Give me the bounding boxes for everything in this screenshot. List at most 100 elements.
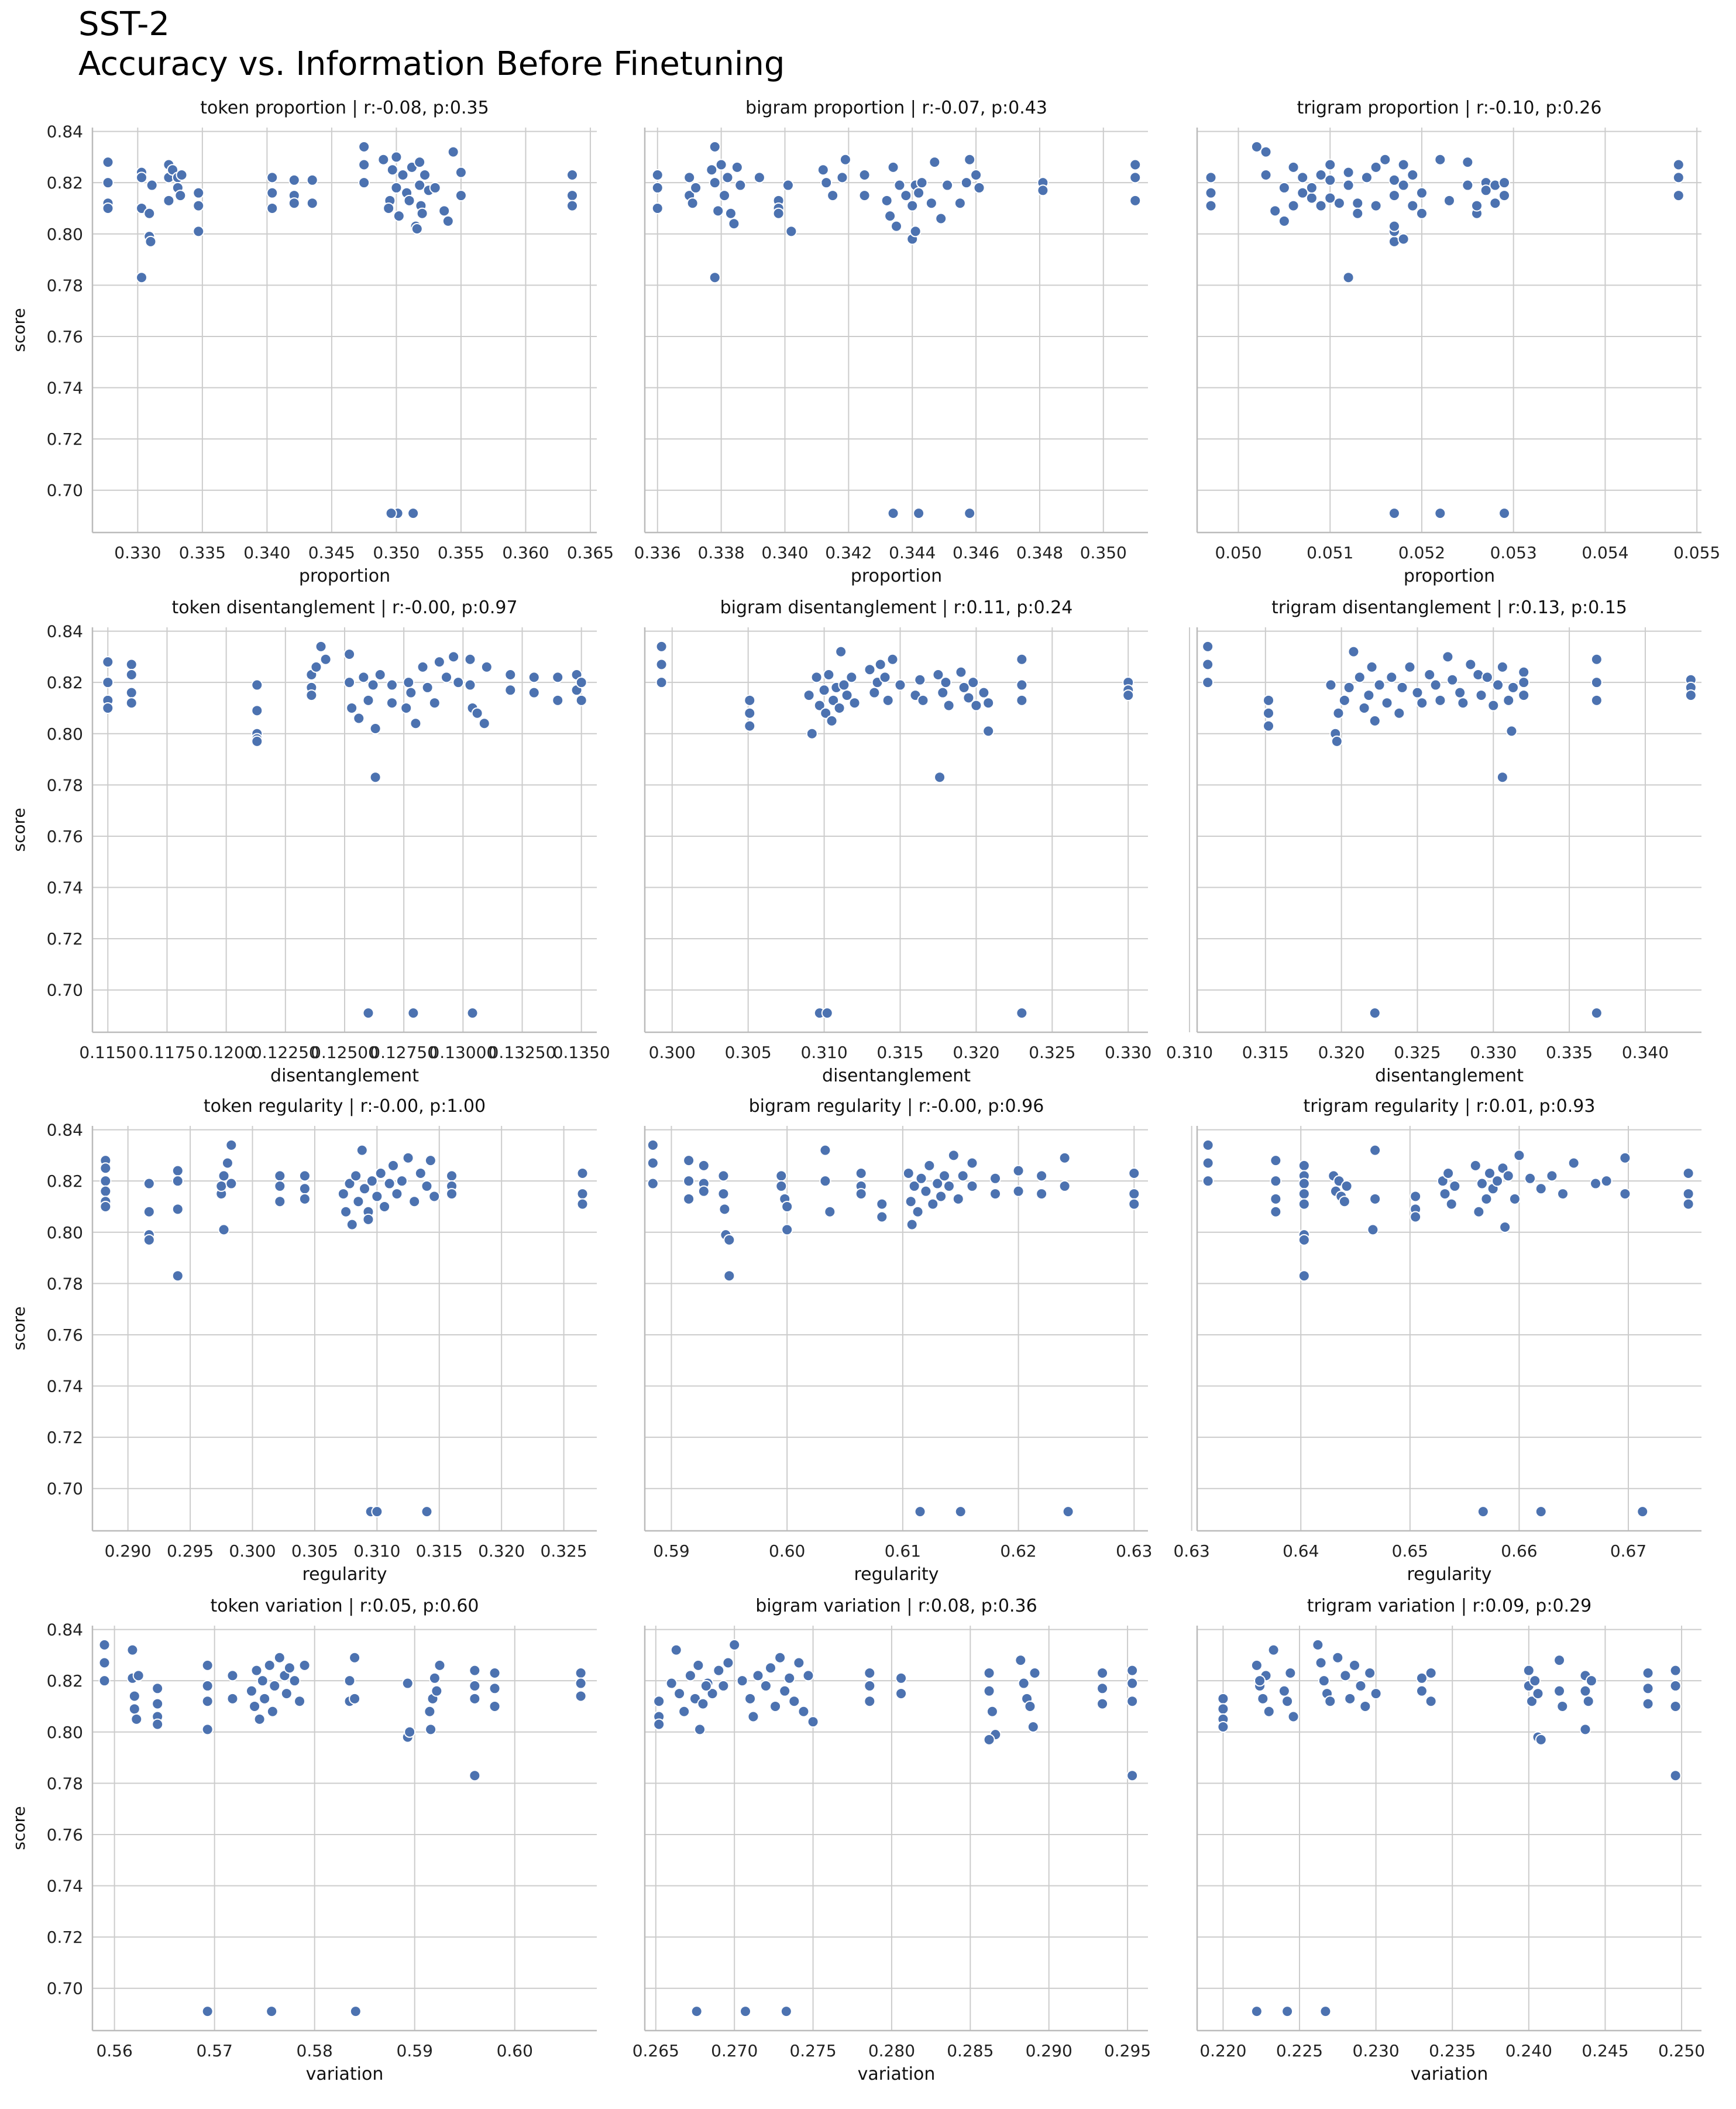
x-tick-label: 0.305 <box>291 1541 338 1561</box>
data-point <box>1267 1644 1280 1656</box>
data-point <box>1338 1196 1350 1208</box>
data-point <box>391 1188 403 1200</box>
data-point <box>914 1506 926 1518</box>
data-point <box>1318 1675 1330 1687</box>
data-point <box>1590 694 1603 706</box>
data-point <box>934 771 946 784</box>
y-tick-label: 0.70 <box>47 481 83 500</box>
data-point <box>575 694 587 706</box>
data-point <box>1415 1685 1428 1697</box>
data-point <box>845 671 858 683</box>
data-point <box>1339 1670 1352 1682</box>
data-point <box>1553 1685 1566 1697</box>
data-point <box>1122 689 1135 702</box>
panel-title: token regularity | r:-0.00, p:1.00 <box>204 1096 486 1117</box>
data-point <box>1278 1685 1290 1697</box>
data-point <box>712 205 724 217</box>
x-tick-label: 0.58 <box>297 2041 333 2060</box>
data-point <box>1360 171 1373 184</box>
data-point <box>1217 1721 1229 1733</box>
panel-title: bigram variation | r:0.08, p:0.36 <box>755 1596 1037 1616</box>
data-point <box>1260 169 1272 181</box>
data-point <box>902 1167 915 1180</box>
data-point <box>1205 187 1217 199</box>
data-point <box>1404 661 1416 673</box>
data-point <box>1298 1177 1310 1190</box>
data-point <box>1333 197 1345 209</box>
data-point <box>1281 1695 1294 1708</box>
data-point <box>102 676 114 689</box>
data-point <box>469 1692 481 1705</box>
scatter-panel: 0.56 0.57 0.58 0.59 0.60 0.70 0.72 0.74 0.76 0.78… <box>9 1596 597 2084</box>
data-point <box>1388 507 1400 520</box>
data-point <box>1473 1205 1485 1218</box>
x-tick-label: 0.57 <box>196 2041 232 2060</box>
data-point <box>429 181 441 194</box>
data-point <box>1342 179 1355 191</box>
data-point <box>1254 1675 1266 1687</box>
data-point <box>1556 1700 1569 1712</box>
data-point <box>827 190 839 202</box>
data-point <box>358 177 370 189</box>
data-point <box>927 1198 939 1210</box>
data-point <box>1518 689 1530 702</box>
data-point <box>448 651 460 663</box>
scatter-panel: 0.310 0.315 0.320 0.325 0.330 0.335 0.340 trigr… <box>1166 597 1701 1086</box>
x-tick-label: 0.325 <box>1029 1043 1075 1062</box>
data-point <box>371 1506 383 1518</box>
data-point <box>772 207 785 219</box>
data-point <box>839 153 851 166</box>
data-point <box>655 658 668 671</box>
data-point <box>374 669 386 681</box>
data-point <box>1058 1152 1071 1164</box>
data-point <box>706 1688 719 1700</box>
data-point <box>1669 1664 1682 1677</box>
data-point <box>504 684 517 696</box>
data-point <box>941 179 954 191</box>
data-point <box>1379 153 1391 166</box>
y-tick-label: 0.72 <box>47 1928 83 1947</box>
data-point <box>954 1506 967 1518</box>
data-point <box>1324 192 1336 204</box>
data-point <box>973 181 985 194</box>
data-point <box>1058 1180 1071 1192</box>
x-tick-label: 0.335 <box>179 543 226 562</box>
data-point <box>1281 2005 1294 2018</box>
data-point <box>893 179 906 191</box>
data-point <box>102 702 114 714</box>
panel-title: token proportion | r:-0.08, p:0.35 <box>200 98 489 118</box>
data-point <box>651 181 664 194</box>
data-point <box>340 1205 352 1218</box>
data-point <box>358 140 370 153</box>
data-point <box>1315 1657 1327 1669</box>
data-point <box>1342 272 1355 284</box>
data-point <box>226 1692 239 1705</box>
data-point <box>1415 207 1428 219</box>
y-axis-label: score <box>9 1306 29 1350</box>
data-point <box>1324 159 1336 171</box>
y-tick-label: 0.82 <box>47 673 83 692</box>
x-tick-label: 0.335 <box>1546 1043 1593 1062</box>
data-point <box>881 194 893 207</box>
y-tick-label: 0.80 <box>47 1223 83 1242</box>
data-point <box>1457 697 1469 709</box>
data-point <box>686 197 699 209</box>
data-point <box>1475 689 1487 702</box>
data-point <box>1434 507 1446 520</box>
data-point <box>719 190 731 202</box>
data-point <box>478 717 490 730</box>
data-point <box>855 1167 867 1180</box>
y-tick-label: 0.82 <box>47 173 83 193</box>
data-point <box>912 1205 924 1218</box>
data-point <box>356 1144 368 1156</box>
x-tick-label: 0.355 <box>438 543 484 562</box>
data-point <box>480 661 493 673</box>
data-point <box>802 1670 814 1682</box>
data-point <box>374 1167 387 1180</box>
data-point <box>807 1716 819 1728</box>
data-point <box>98 1675 111 1687</box>
data-point <box>263 1659 276 1671</box>
x-tick-label: 0.336 <box>634 543 681 562</box>
data-point <box>1590 653 1603 665</box>
data-point <box>1324 174 1336 186</box>
